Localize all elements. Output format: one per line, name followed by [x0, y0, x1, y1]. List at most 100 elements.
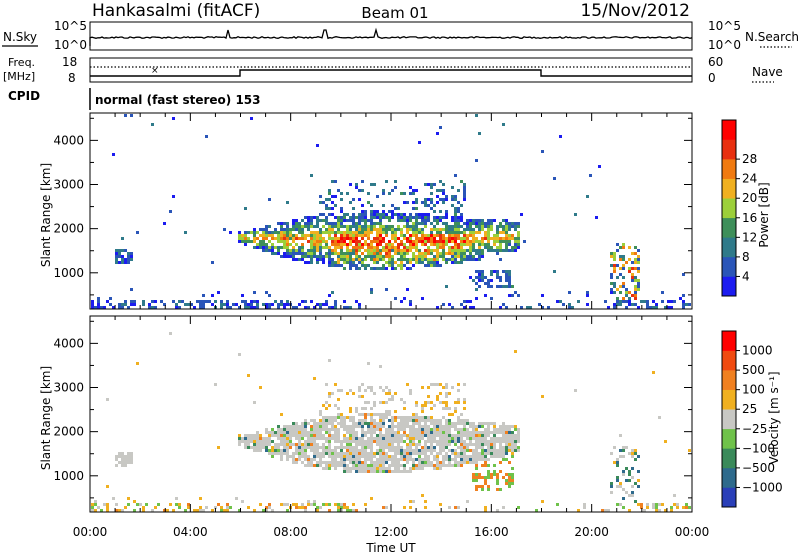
- echo-cell: [250, 446, 253, 449]
- echo-cell: [385, 249, 388, 252]
- echo-cell: [427, 219, 430, 222]
- echo-cell: [412, 467, 415, 470]
- echo-cell: [445, 434, 448, 437]
- echo-cell: [313, 443, 316, 446]
- echo-cell: [277, 252, 280, 255]
- echo-cell: [631, 476, 634, 479]
- echo-cell: [484, 476, 487, 479]
- echo-cell: [313, 225, 316, 228]
- echo-cell: [457, 225, 460, 228]
- echo-cell: [373, 210, 376, 213]
- echo-cell: [328, 189, 331, 192]
- echo-cell: [346, 246, 349, 249]
- echo-cell: [370, 464, 373, 467]
- echo-cell: [436, 219, 439, 222]
- echo-cell: [397, 252, 400, 255]
- echo-cell: [631, 303, 634, 306]
- echo-cell: [358, 467, 361, 470]
- echo-cell: [340, 216, 343, 219]
- echo-cell: [274, 300, 277, 303]
- echo-cell: [361, 455, 364, 458]
- echo-cell: [520, 306, 523, 309]
- echo-cell: [259, 437, 262, 440]
- echo-cell: [439, 461, 442, 464]
- echo-cell: [328, 446, 331, 449]
- velocity-ylabel: Slant Range [km]: [39, 366, 53, 470]
- echo-cell: [610, 491, 613, 494]
- echo-cell: [652, 306, 655, 309]
- echo-cell: [304, 446, 307, 449]
- echo-cell: [481, 452, 484, 455]
- echo-cell: [298, 228, 301, 231]
- echo-cell: [442, 443, 445, 446]
- echo-cell: [346, 252, 349, 255]
- echo-cell: [343, 452, 346, 455]
- echo-cell: [349, 183, 352, 186]
- echo-cell: [424, 240, 427, 243]
- echo-cell: [634, 458, 637, 461]
- echo-cell: [415, 222, 418, 225]
- echo-cell: [403, 506, 406, 509]
- echo-cell: [481, 243, 484, 246]
- echo-cell: [175, 497, 178, 500]
- echo-cell: [439, 401, 442, 404]
- echo-cell: [325, 240, 328, 243]
- echo-cell: [412, 419, 415, 422]
- echo-cell: [454, 437, 457, 440]
- echo-cell: [370, 497, 373, 500]
- echo-cell: [445, 404, 448, 407]
- echo-cell: [427, 204, 430, 207]
- echo-cell: [250, 306, 253, 309]
- echo-cell: [505, 276, 508, 279]
- echo-cell: [244, 240, 247, 243]
- echo-cell: [415, 240, 418, 243]
- echo-cell: [256, 231, 259, 234]
- echo-cell: [409, 425, 412, 428]
- echo-cell: [487, 225, 490, 228]
- echo-cell: [619, 246, 622, 249]
- echo-cell: [265, 234, 268, 237]
- echo-cell: [415, 213, 418, 216]
- echo-cell: [373, 452, 376, 455]
- echo-cell: [487, 476, 490, 479]
- echo-cell: [421, 494, 424, 497]
- echo-cell: [505, 479, 508, 482]
- echo-cell: [220, 303, 223, 306]
- echo-cell: [295, 249, 298, 252]
- echo-cell: [454, 225, 457, 228]
- echo-cell: [436, 431, 439, 434]
- echo-cell: [340, 413, 343, 416]
- echo-cell: [301, 506, 304, 509]
- echo-cell: [364, 434, 367, 437]
- echo-cell: [472, 449, 475, 452]
- echo-cell: [265, 303, 268, 306]
- echo-cell: [625, 479, 628, 482]
- echo-cell: [625, 294, 628, 297]
- echo-cell: [334, 195, 337, 198]
- echo-cell: [358, 228, 361, 231]
- echo-cell: [352, 431, 355, 434]
- echo-cell: [376, 234, 379, 237]
- echo-cell: [280, 237, 283, 240]
- echo-cell: [352, 437, 355, 440]
- echo-cell: [106, 503, 109, 506]
- echo-cell: [343, 306, 346, 309]
- echo-cell: [637, 503, 640, 506]
- echo-cell: [382, 228, 385, 231]
- echo-cell: [382, 267, 385, 270]
- echo-cell: [433, 458, 436, 461]
- echo-cell: [454, 452, 457, 455]
- echo-cell: [253, 246, 256, 249]
- echo-cell: [502, 440, 505, 443]
- echo-cell: [487, 234, 490, 237]
- echo-cell: [424, 222, 427, 225]
- echo-cell: [427, 416, 430, 419]
- echo-cell: [433, 425, 436, 428]
- echo-cell: [430, 192, 433, 195]
- echo-cell: [271, 452, 274, 455]
- echo-cell: [262, 437, 265, 440]
- echo-cell: [331, 240, 334, 243]
- echo-cell: [463, 240, 466, 243]
- echo-cell: [424, 419, 427, 422]
- echo-cell: [478, 258, 481, 261]
